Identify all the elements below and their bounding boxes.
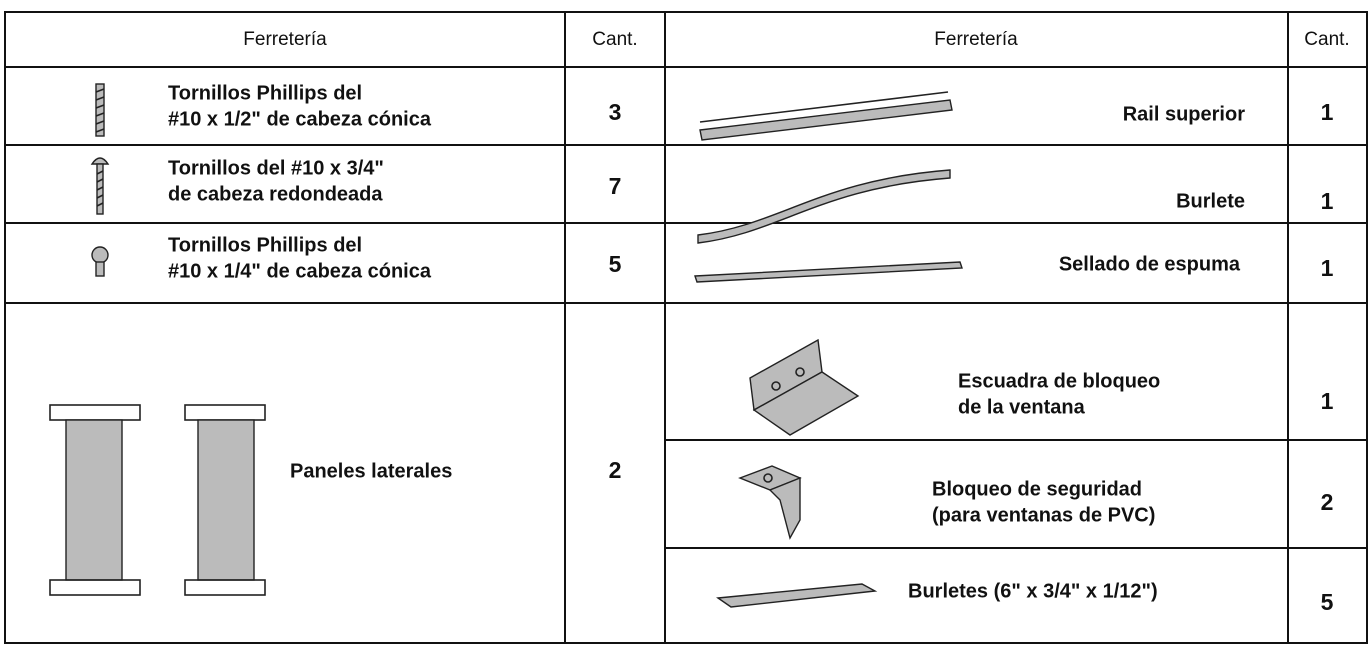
quantity: 3	[609, 99, 622, 125]
item-label: (para ventanas de PVC)	[932, 504, 1155, 526]
header-cell: Ferretería	[934, 29, 1018, 50]
header-cell: Cant.	[1304, 29, 1349, 50]
quantity: 5	[1321, 589, 1334, 615]
quantity: 2	[1321, 489, 1334, 515]
quantity: 1	[1321, 188, 1334, 214]
quantity: 1	[1321, 255, 1334, 281]
item-label: Bloqueo de seguridad	[932, 478, 1142, 500]
quantity: 1	[1321, 388, 1334, 414]
rail-icon	[699, 91, 953, 141]
item-label: Burletes (6" x 3/4" x 1/12")	[908, 580, 1158, 602]
safety-lock-icon	[738, 465, 802, 540]
item-label: Paneles laterales	[290, 460, 452, 482]
item-label: Sellado de espuma	[1059, 253, 1241, 275]
item-label: Tornillos Phillips del	[168, 234, 362, 256]
quantity: 2	[609, 457, 622, 483]
screw-icon	[91, 246, 109, 277]
quantity: 5	[609, 251, 622, 277]
item-label: Rail superior	[1123, 103, 1245, 125]
screw-icon	[95, 83, 105, 137]
screw-icon	[90, 157, 110, 215]
bracket-icon	[749, 338, 860, 436]
quantity: 1	[1321, 99, 1334, 125]
item-label: Escuadra de bloqueo	[958, 370, 1160, 392]
side-panel-icon	[49, 404, 266, 596]
foam-seal-icon	[694, 261, 963, 283]
table-grid	[4, 11, 1368, 644]
strip-icon	[716, 583, 878, 608]
header-cell: Ferretería	[243, 29, 327, 50]
item-label: #10 x 1/2" de cabeza cónica	[168, 108, 432, 130]
item-label: Burlete	[1176, 190, 1245, 212]
item-label: Tornillos del #10 x 3/4"	[168, 157, 384, 179]
quantity: 7	[609, 173, 622, 199]
item-label: Tornillos Phillips del	[168, 82, 362, 104]
item-label: de cabeza redondeada	[168, 183, 383, 205]
weatherstrip-icon	[697, 169, 951, 244]
header-cell: Cant.	[592, 29, 637, 50]
item-label: #10 x 1/4" de cabeza cónica	[168, 260, 432, 282]
item-label: de la ventana	[958, 396, 1086, 418]
